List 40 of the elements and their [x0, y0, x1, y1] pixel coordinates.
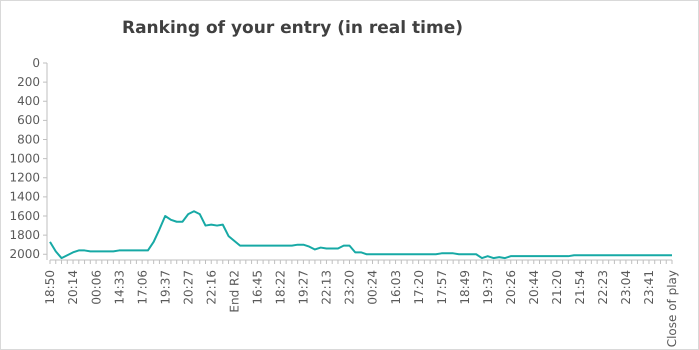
x-tick-label: 19:27 [296, 270, 311, 305]
y-tick-label: 400 [17, 94, 40, 108]
x-tick-label: 20:14 [66, 270, 80, 305]
x-tick-label: 00:24 [366, 270, 380, 305]
y-tick-label: 2000 [9, 247, 40, 262]
x-tick-label: 18:50 [43, 270, 58, 305]
x-tick-label: 22:13 [320, 270, 334, 305]
x-tick-label: 23:20 [342, 270, 357, 305]
x-tick-label: 20:26 [504, 270, 518, 305]
x-tick-label: 14:33 [112, 270, 126, 305]
y-tick-label: 1000 [9, 151, 40, 166]
x-tick-label: 21:20 [550, 270, 564, 305]
x-tick-label: End R2 [227, 270, 242, 313]
y-tick-label: 0 [32, 56, 40, 70]
x-tick-label: 23:41 [642, 270, 656, 305]
x-tick-label: 22:23 [596, 270, 610, 305]
x-tick-label: 19:37 [480, 270, 495, 305]
x-tick-label: 18:49 [458, 270, 472, 305]
x-tick-label: 17:06 [135, 270, 150, 305]
y-tick-label: 200 [17, 74, 40, 89]
y-tick-label: 1400 [9, 190, 40, 204]
y-tick-label: 1800 [9, 228, 40, 242]
x-tick-label: 23:04 [619, 270, 634, 305]
x-tick-label: 17:57 [434, 270, 449, 305]
x-tick-label: 21:54 [573, 270, 588, 305]
x-tick-label: 19:37 [158, 270, 172, 305]
y-tick-label: 800 [17, 132, 40, 146]
x-tick-label: 17:20 [412, 270, 426, 305]
y-tick-label: 1600 [9, 208, 40, 223]
chart-title: Ranking of your entry (in real time) [122, 18, 464, 38]
x-tick-label: 20:44 [526, 270, 541, 305]
y-tick-label: 600 [17, 113, 40, 128]
x-tick-label: 18:22 [274, 270, 288, 305]
y-tick-label: 1200 [9, 170, 40, 185]
x-tick-label: Close of play [665, 270, 680, 348]
x-tick-label: 22:16 [204, 270, 218, 305]
x-tick-label: 00:06 [89, 270, 104, 305]
x-tick-label: 16:03 [388, 270, 403, 305]
x-tick-label: 20:27 [181, 270, 196, 305]
x-tick-label: 16:45 [250, 270, 265, 305]
